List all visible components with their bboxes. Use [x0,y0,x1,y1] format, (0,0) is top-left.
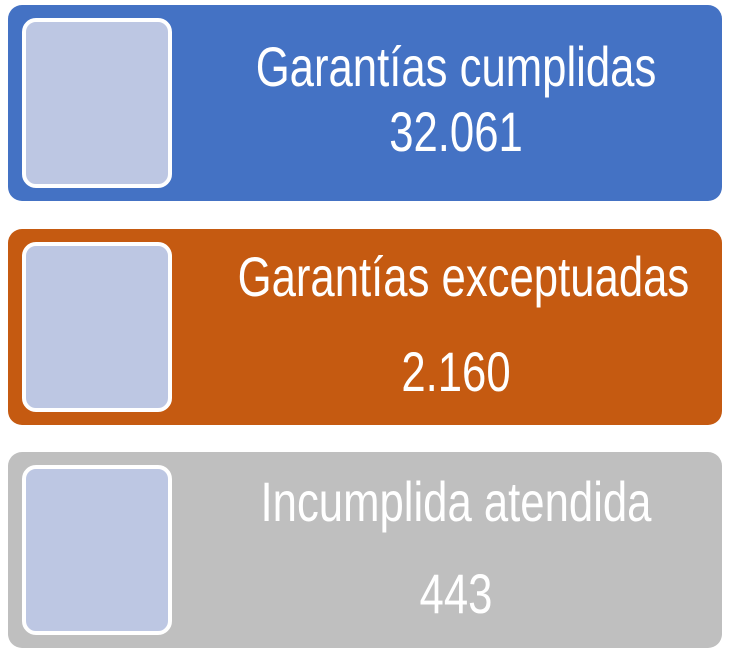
card-label: Incumplida atendida [260,470,652,533]
card-value: 443 [419,562,493,625]
card-label: Garantías exceptuadas [237,245,690,308]
card-value: 32.061 [389,100,523,163]
card: Garantías exceptuadas 2.160 [8,229,722,425]
icon [22,18,172,188]
card-label: Garantías cumplidas [255,35,657,98]
card-value: 2.160 [401,340,511,403]
icon [22,242,172,412]
card: Garantías cumplidas 32.061 [8,5,722,201]
icon [22,465,172,635]
card: Incumplida atendida 443 [8,452,722,648]
